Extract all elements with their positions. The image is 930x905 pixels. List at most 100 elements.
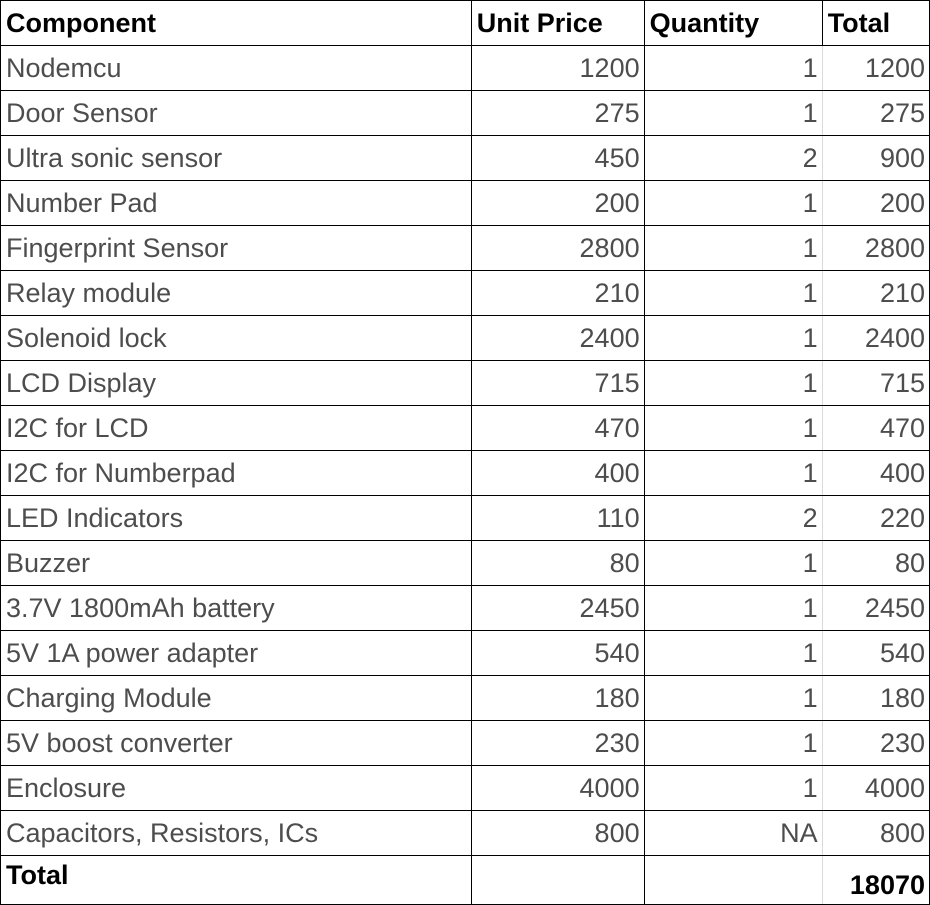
cell-quantity: 1 xyxy=(643,405,823,451)
cell-unit-price: 715 xyxy=(470,360,645,406)
cell-component: I2C for Numberpad xyxy=(0,450,472,496)
table-row: Solenoid lock 2400 1 2400 xyxy=(0,315,930,361)
cell-quantity: 1 xyxy=(643,270,823,316)
cell-total: 210 xyxy=(821,270,930,316)
cell-unit-price: 4000 xyxy=(470,765,645,811)
cell-total: 275 xyxy=(821,90,930,136)
cell-quantity: 1 xyxy=(643,360,823,406)
cell-component: Relay module xyxy=(0,270,472,316)
table-body: Nodemcu 1200 1 1200 Door Sensor 275 1 275 Ultra … xyxy=(0,45,930,856)
cell-unit-price: 230 xyxy=(470,720,645,766)
cell-component: LCD Display xyxy=(0,360,472,406)
cell-unit-price: 470 xyxy=(470,405,645,451)
table-footer-row: Total 18070 xyxy=(0,855,930,905)
footer-quantity xyxy=(643,855,823,905)
cell-quantity: NA xyxy=(643,810,823,856)
cell-unit-price: 275 xyxy=(470,90,645,136)
cell-quantity: 1 xyxy=(643,720,823,766)
cell-unit-price: 110 xyxy=(470,495,645,541)
table-row: 3.7V 1800mAh battery 2450 1 2450 xyxy=(0,585,930,631)
cell-total: 715 xyxy=(821,360,930,406)
cell-unit-price: 2450 xyxy=(470,585,645,631)
cell-unit-price: 210 xyxy=(470,270,645,316)
cell-component: I2C for LCD xyxy=(0,405,472,451)
cell-quantity: 1 xyxy=(643,45,823,91)
cell-unit-price: 2800 xyxy=(470,225,645,271)
cell-unit-price: 800 xyxy=(470,810,645,856)
cell-total: 1200 xyxy=(821,45,930,91)
cell-unit-price: 400 xyxy=(470,450,645,496)
cell-total: 230 xyxy=(821,720,930,766)
cell-total: 400 xyxy=(821,450,930,496)
cell-total: 900 xyxy=(821,135,930,181)
header-quantity: Quantity xyxy=(643,0,823,46)
footer-unit-price xyxy=(470,855,645,905)
cell-component: 3.7V 1800mAh battery xyxy=(0,585,472,631)
cell-unit-price: 2400 xyxy=(470,315,645,361)
cell-quantity: 1 xyxy=(643,180,823,226)
table-row: 5V boost converter 230 1 230 xyxy=(0,720,930,766)
cell-total: 2800 xyxy=(821,225,930,271)
cell-total: 180 xyxy=(821,675,930,721)
cell-quantity: 1 xyxy=(643,765,823,811)
cell-component: Door Sensor xyxy=(0,90,472,136)
cell-unit-price: 80 xyxy=(470,540,645,586)
cell-unit-price: 540 xyxy=(470,630,645,676)
header-component: Component xyxy=(0,0,472,46)
cell-total: 4000 xyxy=(821,765,930,811)
cell-total: 2400 xyxy=(821,315,930,361)
table-row: Nodemcu 1200 1 1200 xyxy=(0,45,930,91)
cell-component: Enclosure xyxy=(0,765,472,811)
cell-component: Buzzer xyxy=(0,540,472,586)
cell-component: Charging Module xyxy=(0,675,472,721)
cell-total: 540 xyxy=(821,630,930,676)
footer-total-label: Total xyxy=(0,855,472,905)
table-row: Buzzer 80 1 80 xyxy=(0,540,930,586)
table-row: Relay module 210 1 210 xyxy=(0,270,930,316)
table-row: Capacitors, Resistors, ICs 800 NA 800 xyxy=(0,810,930,856)
cell-total: 2450 xyxy=(821,585,930,631)
header-total: Total xyxy=(821,0,930,46)
header-unit-price: Unit Price xyxy=(470,0,645,46)
table-row: LED Indicators 110 2 220 xyxy=(0,495,930,541)
table-row: Enclosure 4000 1 4000 xyxy=(0,765,930,811)
table-row: Ultra sonic sensor 450 2 900 xyxy=(0,135,930,181)
cell-unit-price: 180 xyxy=(470,675,645,721)
cell-component: Fingerprint Sensor xyxy=(0,225,472,271)
cell-quantity: 1 xyxy=(643,90,823,136)
cell-component: Nodemcu xyxy=(0,45,472,91)
table-row: I2C for Numberpad 400 1 400 xyxy=(0,450,930,496)
cell-unit-price: 450 xyxy=(470,135,645,181)
table-row: Door Sensor 275 1 275 xyxy=(0,90,930,136)
cell-component: Capacitors, Resistors, ICs xyxy=(0,810,472,856)
cell-total: 200 xyxy=(821,180,930,226)
cell-component: Solenoid lock xyxy=(0,315,472,361)
cell-quantity: 1 xyxy=(643,315,823,361)
cell-quantity: 1 xyxy=(643,585,823,631)
cell-quantity: 1 xyxy=(643,450,823,496)
cell-quantity: 2 xyxy=(643,135,823,181)
cell-unit-price: 1200 xyxy=(470,45,645,91)
table-row: Fingerprint Sensor 2800 1 2800 xyxy=(0,225,930,271)
cell-quantity: 1 xyxy=(643,630,823,676)
cell-quantity: 2 xyxy=(643,495,823,541)
table-row: Charging Module 180 1 180 xyxy=(0,675,930,721)
table-row: I2C for LCD 470 1 470 xyxy=(0,405,930,451)
cell-unit-price: 200 xyxy=(470,180,645,226)
table-row: LCD Display 715 1 715 xyxy=(0,360,930,406)
cell-component: LED Indicators xyxy=(0,495,472,541)
cell-quantity: 1 xyxy=(643,675,823,721)
cell-total: 80 xyxy=(821,540,930,586)
table-row: Number Pad 200 1 200 xyxy=(0,180,930,226)
cell-quantity: 1 xyxy=(643,225,823,271)
grand-total-value: 18070 xyxy=(821,855,930,905)
cell-component: Ultra sonic sensor xyxy=(0,135,472,181)
cell-component: Number Pad xyxy=(0,180,472,226)
cell-total: 800 xyxy=(821,810,930,856)
table-header-row: Component Unit Price Quantity Total xyxy=(0,0,930,46)
table-row: 5V 1A power adapter 540 1 540 xyxy=(0,630,930,676)
cell-total: 220 xyxy=(821,495,930,541)
cell-total: 470 xyxy=(821,405,930,451)
cell-component: 5V boost converter xyxy=(0,720,472,766)
